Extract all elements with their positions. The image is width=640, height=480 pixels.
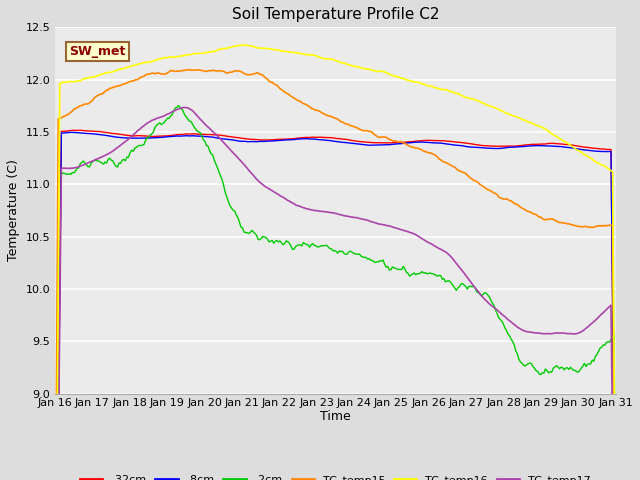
Text: SW_met: SW_met	[69, 45, 125, 58]
X-axis label: Time: Time	[320, 410, 351, 423]
Title: Soil Temperature Profile C2: Soil Temperature Profile C2	[232, 7, 439, 22]
Y-axis label: Temperature (C): Temperature (C)	[7, 159, 20, 262]
Legend: -32cm, -8cm, -2cm, TC_temp15, TC_temp16, TC_temp17: -32cm, -8cm, -2cm, TC_temp15, TC_temp16,…	[76, 471, 595, 480]
